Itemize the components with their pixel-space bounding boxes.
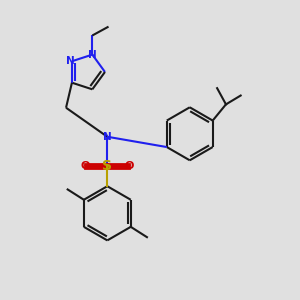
- Text: O: O: [80, 161, 90, 171]
- Text: N: N: [66, 56, 75, 66]
- Text: N: N: [103, 132, 112, 142]
- Text: O: O: [125, 161, 134, 171]
- Text: S: S: [102, 159, 112, 173]
- Text: N: N: [88, 50, 97, 60]
